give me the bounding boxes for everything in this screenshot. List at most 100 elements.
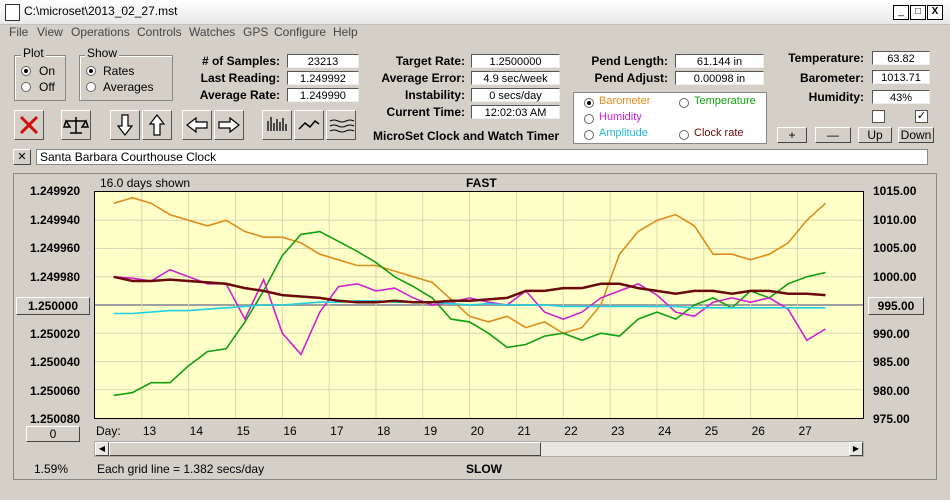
maximize-button[interactable]: □ [910, 5, 926, 20]
legend-humidity: Humidity [599, 111, 642, 123]
chart-panel [13, 173, 937, 480]
left-arrow-button[interactable] [182, 110, 212, 140]
legend-barometer-radio[interactable] [584, 98, 594, 108]
menu-gps[interactable]: GPS [243, 25, 269, 39]
menu-watches[interactable]: Watches [189, 25, 236, 39]
menu-controls[interactable]: Controls [137, 25, 182, 39]
bars-button[interactable] [262, 110, 292, 140]
zoom-in-button[interactable]: + [777, 127, 807, 143]
right-tick-label: 975.00 [873, 412, 910, 426]
humidity-value: 43% [872, 90, 930, 104]
offset-button[interactable]: 0 [26, 426, 80, 442]
plot-group-label: Plot [21, 46, 46, 60]
last-reading-value: 1.249992 [287, 71, 359, 85]
instability-value: 0 secs/day [471, 88, 560, 102]
right-arrow-button[interactable] [214, 110, 244, 140]
average-error-label: Average Error: [381, 71, 465, 85]
pend-adjust-label: Pend Adjust: [594, 71, 668, 85]
close-button[interactable]: X [927, 5, 943, 20]
pend-length-value: 61.144 in [675, 54, 764, 68]
arrow-left-icon [186, 116, 208, 134]
right-marker-button[interactable]: 995.00 [868, 297, 924, 315]
show-rates-radio[interactable] [86, 66, 96, 76]
up-arrow-button[interactable] [142, 110, 172, 140]
left-marker-button[interactable]: 1.250000 [16, 297, 90, 315]
menu-operations[interactable]: Operations [71, 25, 130, 39]
legend-clock-rate-radio[interactable] [679, 130, 689, 140]
series-line-temperature [113, 230, 826, 397]
menu-bar: File View Operations Controls Watches GP… [0, 24, 950, 42]
arrow-right-icon [218, 116, 240, 134]
line-button[interactable] [294, 110, 324, 140]
waves-icon [329, 119, 355, 133]
scroll-right-icon[interactable]: ▶ [849, 442, 863, 456]
plot-group [14, 55, 66, 101]
show-rates-label: Rates [103, 64, 135, 78]
series-line-amplitude [113, 300, 826, 315]
clock-close-button[interactable]: ✕ [13, 149, 31, 165]
average-error-value: 4.9 sec/week [471, 71, 560, 85]
legend-temperature-radio[interactable] [679, 98, 689, 108]
current-time-label: Current Time: [386, 105, 465, 119]
clock-name-field[interactable]: Santa Barbara Courthouse Clock [36, 149, 928, 165]
legend-humidity-radio[interactable] [584, 114, 594, 124]
x-tick-label: 17 [330, 424, 344, 438]
legend-clock-rate: Clock rate [694, 127, 744, 139]
left-tick-label: 1.250060 [30, 383, 81, 398]
left-tick-label: 1.250080 [30, 412, 81, 426]
legend-temperature: Temperature [694, 95, 756, 107]
day-label: Day: [96, 424, 121, 438]
legend-amplitude: Amplitude [599, 127, 648, 139]
left-tick-label: 1.249960 [30, 241, 81, 255]
menu-view[interactable]: View [37, 25, 63, 39]
show-group [79, 55, 173, 101]
checkbox-right[interactable]: ✓ [915, 110, 928, 123]
average-rate-label: Average Rate: [199, 88, 280, 102]
show-averages-radio[interactable] [86, 82, 96, 92]
x-tick-label: 20 [470, 424, 484, 438]
samples-label: # of Samples: [201, 54, 280, 68]
scroll-thumb[interactable] [109, 442, 541, 456]
fast-label: FAST [466, 176, 497, 190]
x-tick-label: 13 [142, 424, 157, 438]
left-tick-label: 1.249980 [30, 269, 81, 284]
days-shown-label: 16.0 days shown [100, 176, 191, 190]
temperature-label: Temperature: [788, 51, 864, 65]
scale-button[interactable] [61, 110, 91, 140]
pend-adjust-value: 0.00098 in [675, 71, 764, 85]
app-label: MicroSet Clock and Watch Timer [373, 129, 560, 143]
series-legend: Barometer Temperature Humidity Amplitude… [573, 92, 767, 144]
scroll-left-icon[interactable]: ◀ [95, 442, 109, 456]
last-reading-label: Last Reading: [200, 71, 280, 85]
horizontal-scrollbar[interactable]: ◀ ▶ [94, 441, 864, 457]
zoom-out-button[interactable]: — [815, 127, 851, 143]
right-tick-label: 980.00 [873, 383, 910, 398]
menu-help[interactable]: Help [333, 25, 358, 39]
bars-icon [267, 117, 287, 131]
x-tick-label: 18 [376, 424, 391, 438]
plot-on-radio[interactable] [21, 66, 31, 76]
scale-up-button[interactable]: Up [858, 127, 892, 143]
checkbox-left[interactable] [872, 110, 885, 123]
slow-label: SLOW [466, 462, 502, 476]
menu-configure[interactable]: Configure [274, 25, 327, 39]
plot-off-radio[interactable] [21, 82, 31, 92]
x-tick-label: 23 [611, 424, 625, 438]
down-arrow-button[interactable] [110, 110, 140, 140]
stop-button[interactable] [14, 110, 44, 140]
series-line-barometer [113, 196, 827, 335]
right-tick-label: 1005.00 [873, 241, 917, 255]
grid-note: Each grid line = 1.382 secs/day [97, 462, 265, 476]
minimize-button[interactable]: _ [893, 5, 909, 20]
x-tick-label: 25 [704, 424, 719, 438]
plot-svg [95, 192, 863, 418]
legend-amplitude-radio[interactable] [584, 130, 594, 140]
line-chart-icon [298, 119, 320, 130]
menu-file[interactable]: File [9, 25, 29, 39]
series-line-humidity [113, 268, 826, 356]
barometer-value: 1013.71 [872, 70, 930, 84]
scale-down-button[interactable]: Down [898, 127, 934, 143]
x-tick-label: 21 [517, 424, 531, 438]
x-tick-label: 19 [423, 424, 438, 438]
waves-button[interactable] [326, 110, 356, 140]
